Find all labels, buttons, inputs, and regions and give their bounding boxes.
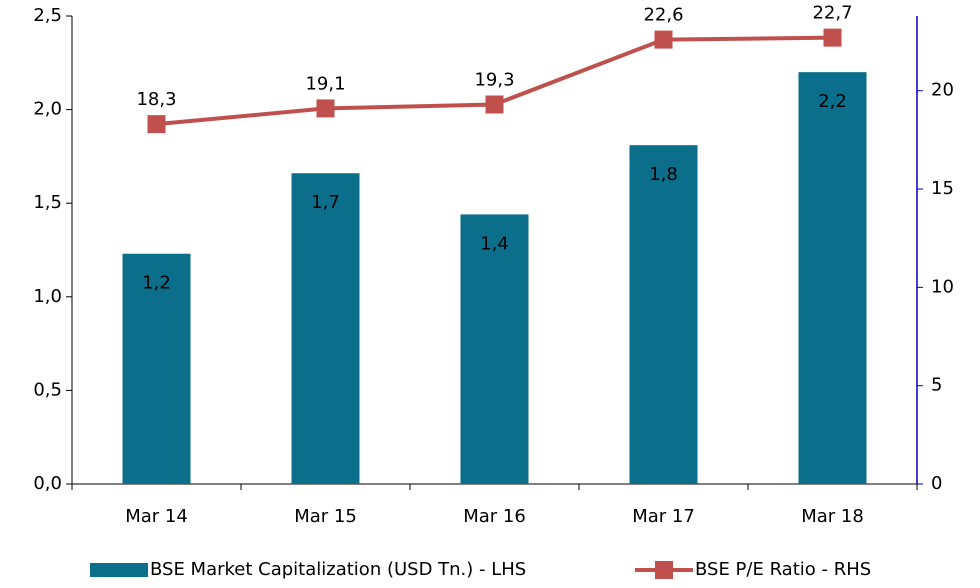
legend-swatch (90, 563, 148, 577)
bar (122, 253, 191, 484)
y2-tick-label: 20 (931, 80, 954, 101)
y2-tick-label: 15 (931, 178, 954, 199)
bar (798, 72, 867, 484)
x-tick-label: Mar 14 (125, 506, 188, 527)
y2-tick-label: 5 (931, 375, 942, 396)
bar-label: 1,8 (649, 164, 678, 185)
y2-tick-label: 0 (931, 473, 942, 494)
y2-tick-label: 10 (931, 276, 954, 297)
marker (823, 28, 842, 47)
y-tick-label: 2,5 (33, 5, 62, 26)
marker (316, 99, 335, 118)
bar (460, 214, 529, 484)
y-tick-label: 1,5 (33, 192, 62, 213)
y-tick-label: 2,0 (33, 99, 62, 120)
y-tick-label: 1,0 (33, 286, 62, 307)
marker (147, 115, 166, 134)
x-tick-label: Mar 16 (463, 506, 526, 527)
bar-label: 1,4 (480, 233, 509, 254)
bar-label: 1,2 (142, 273, 171, 294)
x-tick-label: Mar 15 (294, 506, 357, 527)
bar (291, 173, 360, 485)
x-tick-label: Mar 18 (801, 506, 864, 527)
bar-label: 1,7 (311, 192, 340, 213)
y-tick-label: 0,0 (33, 473, 62, 494)
line-label: 19,1 (305, 73, 345, 94)
marker (654, 30, 673, 49)
legend-swatch (655, 561, 673, 579)
line-label: 22,6 (643, 5, 683, 26)
legend-label: BSE P/E Ratio - RHS (695, 559, 871, 580)
marker (485, 95, 504, 114)
line-label: 22,7 (812, 3, 852, 24)
line-label: 18,3 (136, 89, 176, 110)
line-label: 19,3 (474, 69, 514, 90)
y-tick-label: 0,5 (33, 379, 62, 400)
x-tick-label: Mar 17 (632, 506, 695, 527)
bar (629, 145, 698, 484)
legend-label: BSE Market Capitalization (USD Tn.) - LH… (150, 559, 526, 580)
bar-label: 2,2 (818, 91, 847, 112)
